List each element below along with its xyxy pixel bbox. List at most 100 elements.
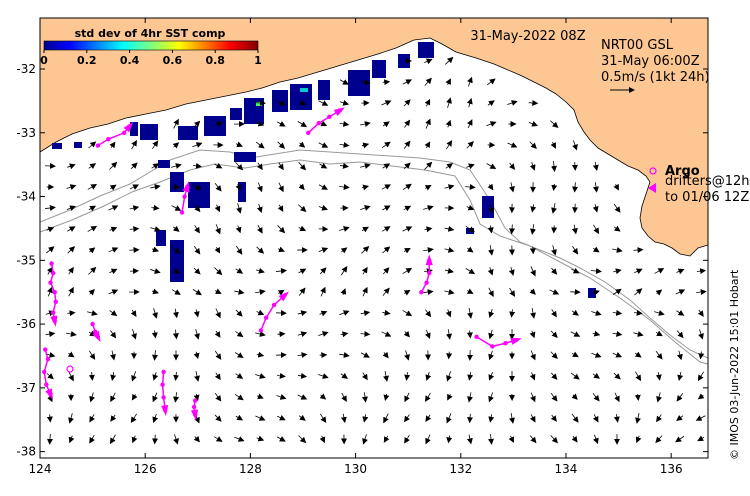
current-arrow xyxy=(215,308,221,319)
current-arrow xyxy=(361,142,370,149)
colorbar-tick-label: 0.6 xyxy=(163,54,183,67)
current-arrow xyxy=(339,141,350,148)
current-arrow xyxy=(676,310,685,316)
current-arrow xyxy=(465,225,475,233)
current-arrow xyxy=(131,435,138,444)
drifter-point xyxy=(316,121,321,126)
current-arrow xyxy=(152,372,159,381)
current-arrow xyxy=(214,372,221,381)
current-arrow xyxy=(298,268,307,275)
drifter-g xyxy=(419,254,433,295)
current-arrow xyxy=(213,121,223,128)
current-arrow xyxy=(235,267,244,274)
current-arrow xyxy=(87,184,98,190)
current-arrow xyxy=(214,330,221,338)
current-arrow xyxy=(550,267,558,275)
current-arrow xyxy=(446,351,453,360)
current-arrow xyxy=(675,289,686,295)
current-arrow xyxy=(89,435,95,444)
current-arrow xyxy=(425,434,431,445)
current-arrow xyxy=(214,350,222,360)
current-arrow xyxy=(592,204,599,213)
drifter-point xyxy=(490,344,495,349)
current-arrow xyxy=(509,309,516,318)
current-arrow xyxy=(445,309,452,318)
current-arrow xyxy=(424,268,433,275)
current-arrow xyxy=(488,287,494,298)
current-arrow xyxy=(382,205,391,211)
colorbar-tick-label: 1 xyxy=(254,54,262,67)
current-arrow xyxy=(88,163,97,170)
drifter-head xyxy=(45,388,53,400)
current-arrow xyxy=(297,310,308,317)
current-arrow xyxy=(255,331,266,337)
current-arrow xyxy=(214,414,222,422)
current-arrow xyxy=(152,392,158,403)
current-arrow xyxy=(466,288,474,294)
current-arrow xyxy=(110,392,116,403)
argo-float xyxy=(66,365,74,373)
current-arrow xyxy=(298,225,307,232)
current-arrow xyxy=(214,182,222,192)
current-arrow xyxy=(150,268,161,274)
current-arrow xyxy=(172,329,179,340)
y-tick-label: -33 xyxy=(16,126,36,140)
current-arrow xyxy=(424,58,433,65)
current-arrow xyxy=(256,351,265,358)
current-arrow xyxy=(67,226,76,232)
current-arrow xyxy=(339,120,350,127)
current-arrow xyxy=(466,163,475,170)
current-arrow xyxy=(235,183,241,191)
current-arrow xyxy=(382,163,391,170)
current-arrow xyxy=(46,246,55,254)
current-arrow xyxy=(487,183,494,191)
current-arrow xyxy=(696,268,707,275)
current-arrow xyxy=(214,162,223,169)
current-arrow xyxy=(47,286,53,297)
current-arrow xyxy=(488,392,494,403)
current-arrow xyxy=(655,289,663,296)
current-arrow xyxy=(423,247,434,253)
argo-marker-icon xyxy=(649,167,657,175)
current-arrow xyxy=(612,352,623,358)
current-arrow xyxy=(152,140,159,150)
current-arrow xyxy=(278,182,284,193)
drifter-head xyxy=(333,107,345,117)
current-arrow xyxy=(550,414,557,422)
current-arrow xyxy=(612,309,623,316)
current-arrow xyxy=(529,435,537,444)
current-arrow xyxy=(235,331,244,338)
current-arrow xyxy=(298,435,307,444)
current-arrow xyxy=(572,140,578,151)
plot-frame xyxy=(39,17,709,459)
current-arrow xyxy=(655,372,662,381)
current-vector-field xyxy=(44,56,707,445)
current-arrow xyxy=(88,205,97,212)
drifter-point xyxy=(161,369,166,375)
current-arrow xyxy=(571,309,579,316)
y-tick-label: -34 xyxy=(16,190,36,204)
current-arrow xyxy=(466,141,474,149)
current-arrow xyxy=(131,139,137,150)
current-arrow xyxy=(403,289,411,296)
current-arrow xyxy=(529,414,536,423)
current-arrow xyxy=(381,184,391,190)
current-arrow xyxy=(550,330,558,339)
current-arrow xyxy=(256,309,265,316)
current-arrow xyxy=(404,350,410,361)
current-arrow xyxy=(89,392,95,403)
current-arrow xyxy=(339,352,350,358)
drifter-point xyxy=(50,270,56,276)
current-arrow xyxy=(551,203,557,214)
current-arrow xyxy=(444,267,454,274)
current-arrow xyxy=(528,120,539,127)
current-arrow xyxy=(529,372,536,381)
current-arrow xyxy=(571,435,578,443)
current-arrow xyxy=(235,141,243,148)
current-arrow xyxy=(131,371,137,382)
drifter-track-line xyxy=(161,371,166,411)
current-arrow xyxy=(508,435,515,443)
y-tick-label: -38 xyxy=(16,445,36,459)
current-arrow xyxy=(634,309,643,316)
current-arrow xyxy=(570,372,580,380)
